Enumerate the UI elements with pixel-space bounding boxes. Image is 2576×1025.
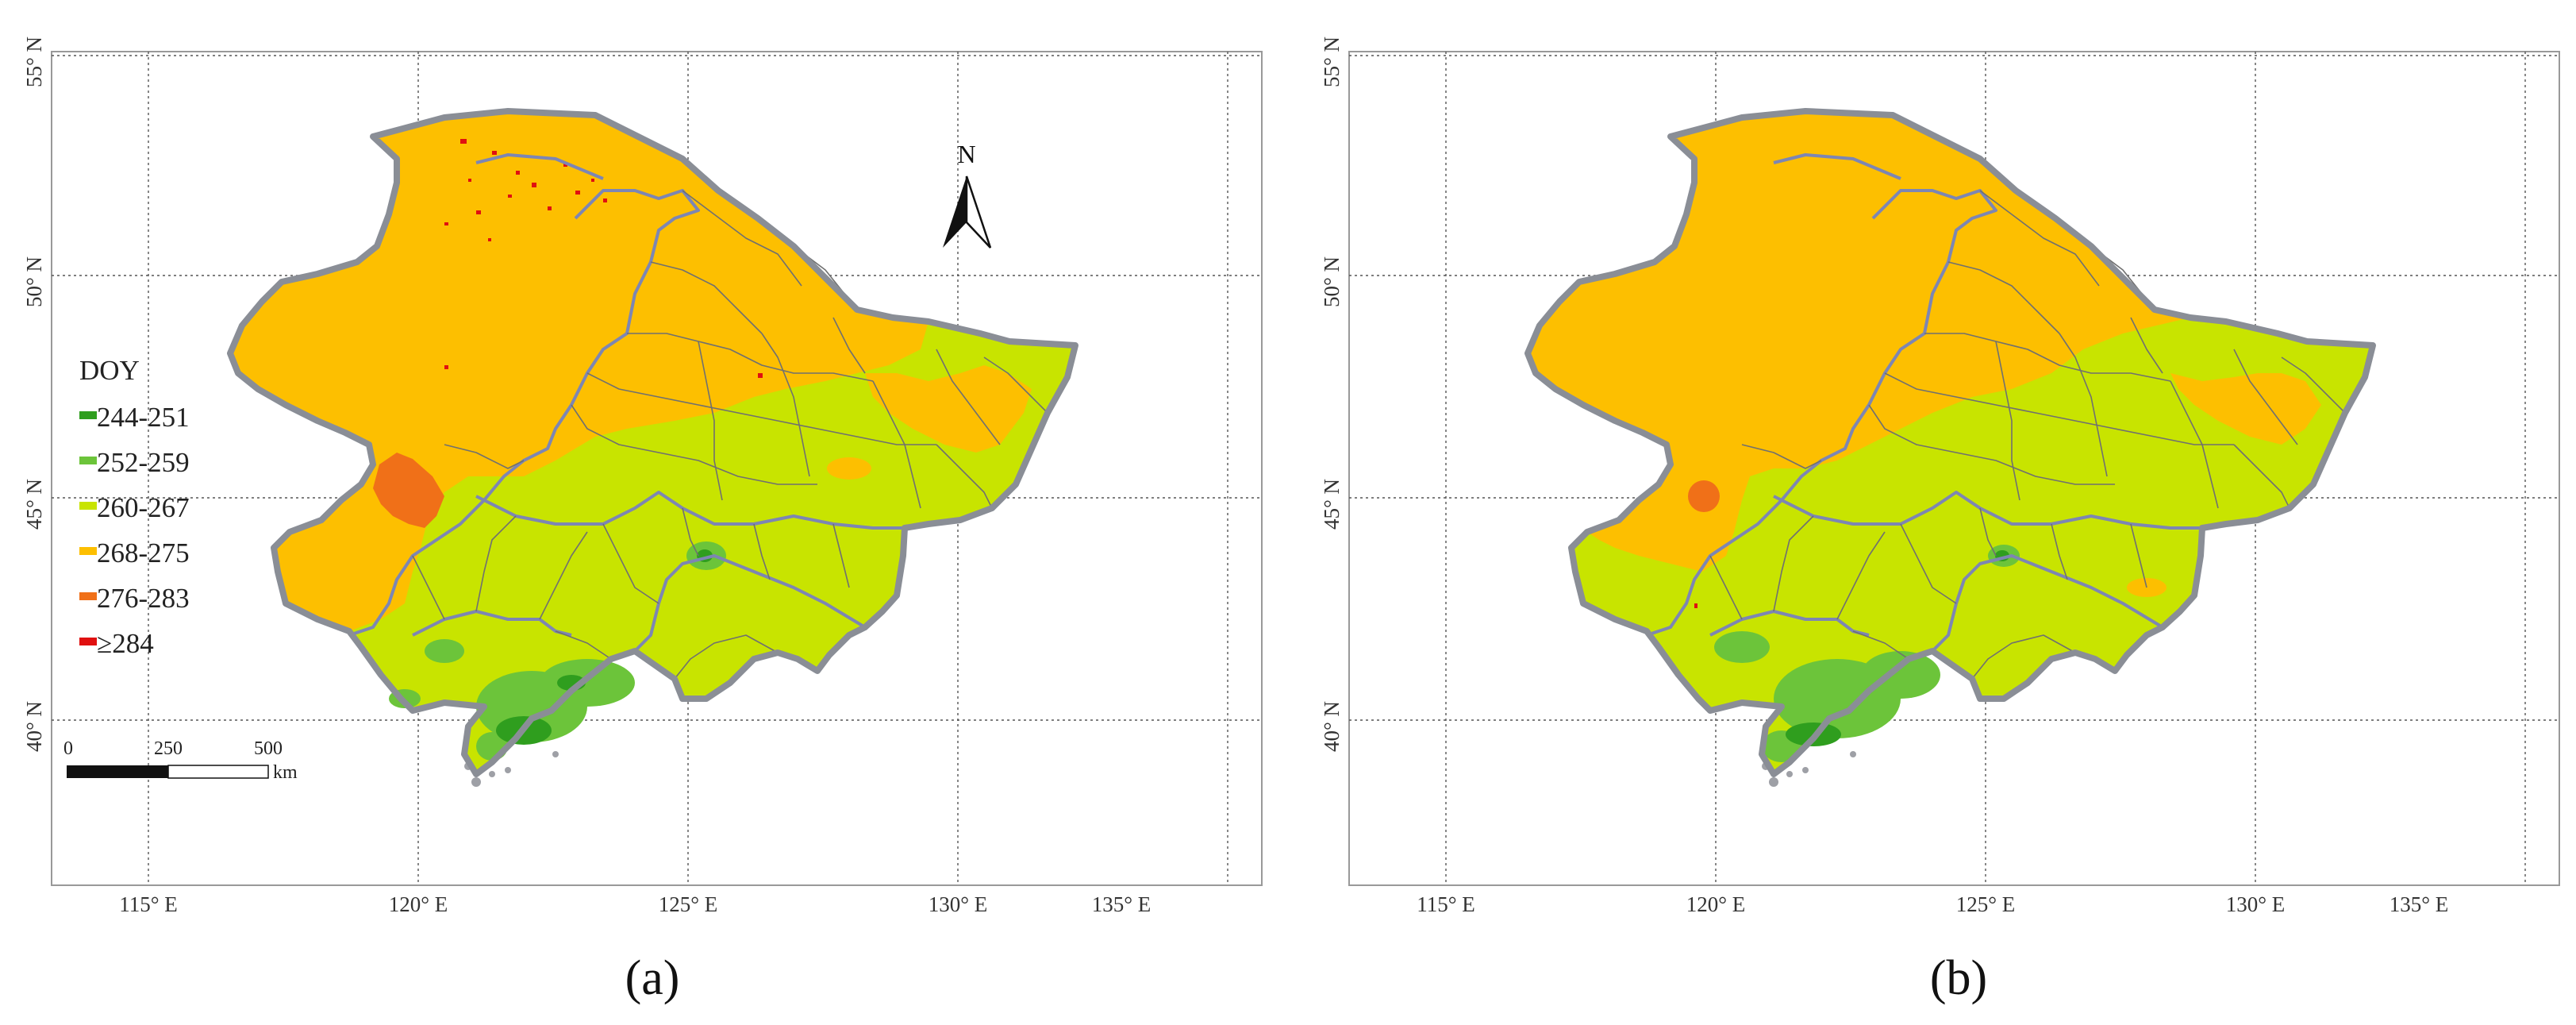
zone-276-283-west [1688,480,1720,512]
lon-label-125: 125° E [659,892,718,916]
scale-bar: 0 250 500 km [63,738,298,783]
lon-label-120: 120° E [389,892,448,916]
lat-label-40: 40° N [1320,701,1344,752]
lat-labels: 55° N 50° N 45° N 40° N [1320,37,1344,752]
lat-label-45: 45° N [1320,479,1344,530]
panel-b: 55° N 50° N 45° N 40° N 115° E 120° E 12… [1320,37,2560,1005]
legend-swatch [79,457,97,464]
lon-label-130: 130° E [2226,892,2286,916]
legend-item-label: 268-275 [97,538,190,568]
legend: DOY 244-251 252-259 260-267 268-275 276-… [79,355,190,659]
lat-label-50: 50° N [1320,256,1344,307]
lat-label-50: 50° N [22,256,46,307]
scale-tick-500: 500 [254,738,283,759]
zone-252-259 [1714,545,2020,762]
scale-tick-250: 250 [154,738,183,759]
scale-bar-white [167,765,269,779]
scale-bar-black [67,765,168,778]
lon-label-115: 115° E [1417,892,1475,916]
legend-item-label: 260-267 [97,492,190,523]
zone-268-275-patch [827,457,871,480]
zone-284-plus [1694,603,1697,608]
north-arrow: N [943,140,992,249]
legend-swatch [79,502,97,510]
panel-caption: (a) [625,951,680,1005]
legend-item-label: 252-259 [97,447,190,478]
legend-swatch [79,411,97,419]
legend-swatch [79,592,97,600]
zone-276-283-west [373,453,444,528]
legend-item-label: 244-251 [97,402,190,433]
north-arrow-icon [943,176,967,248]
legend-swatch [79,638,97,645]
legend-item-label: 276-283 [97,583,190,614]
graticule [52,52,1262,885]
scale-unit: km [273,762,298,783]
lat-label-45: 45° N [22,479,46,530]
zone-268-275-north [1528,111,2190,572]
lat-label-40: 40° N [22,701,46,752]
lat-labels: 55° N 50° N 45° N 40° N [22,37,46,752]
zone-284-plus [444,139,763,378]
legend-title: DOY [79,355,140,386]
lon-label-120: 120° E [1686,892,1746,916]
panel-caption: (b) [1930,951,1987,1005]
doy-zones [230,111,1075,787]
panel-a: 55° N 50° N 45° N 40° N 115° E 120° E 12… [22,37,1263,1005]
scale-tick-0: 0 [63,738,73,759]
lon-label-135: 135° E [2390,892,2449,916]
lon-label-125: 125° E [1956,892,2016,916]
lat-label-55: 55° N [1320,37,1344,87]
lon-labels: 115° E 120° E 125° E 130° E 135° E [1417,892,2448,916]
lon-labels: 115° E 120° E 125° E 130° E 135° E [119,892,1151,916]
lon-label-130: 130° E [929,892,988,916]
north-arrow-label: N [957,140,975,168]
lat-label-55: 55° N [22,37,46,87]
legend-swatch [79,547,97,555]
lon-label-135: 135° E [1092,892,1152,916]
lon-label-115: 115° E [119,892,178,916]
legend-item-label: ≥284 [97,628,154,659]
